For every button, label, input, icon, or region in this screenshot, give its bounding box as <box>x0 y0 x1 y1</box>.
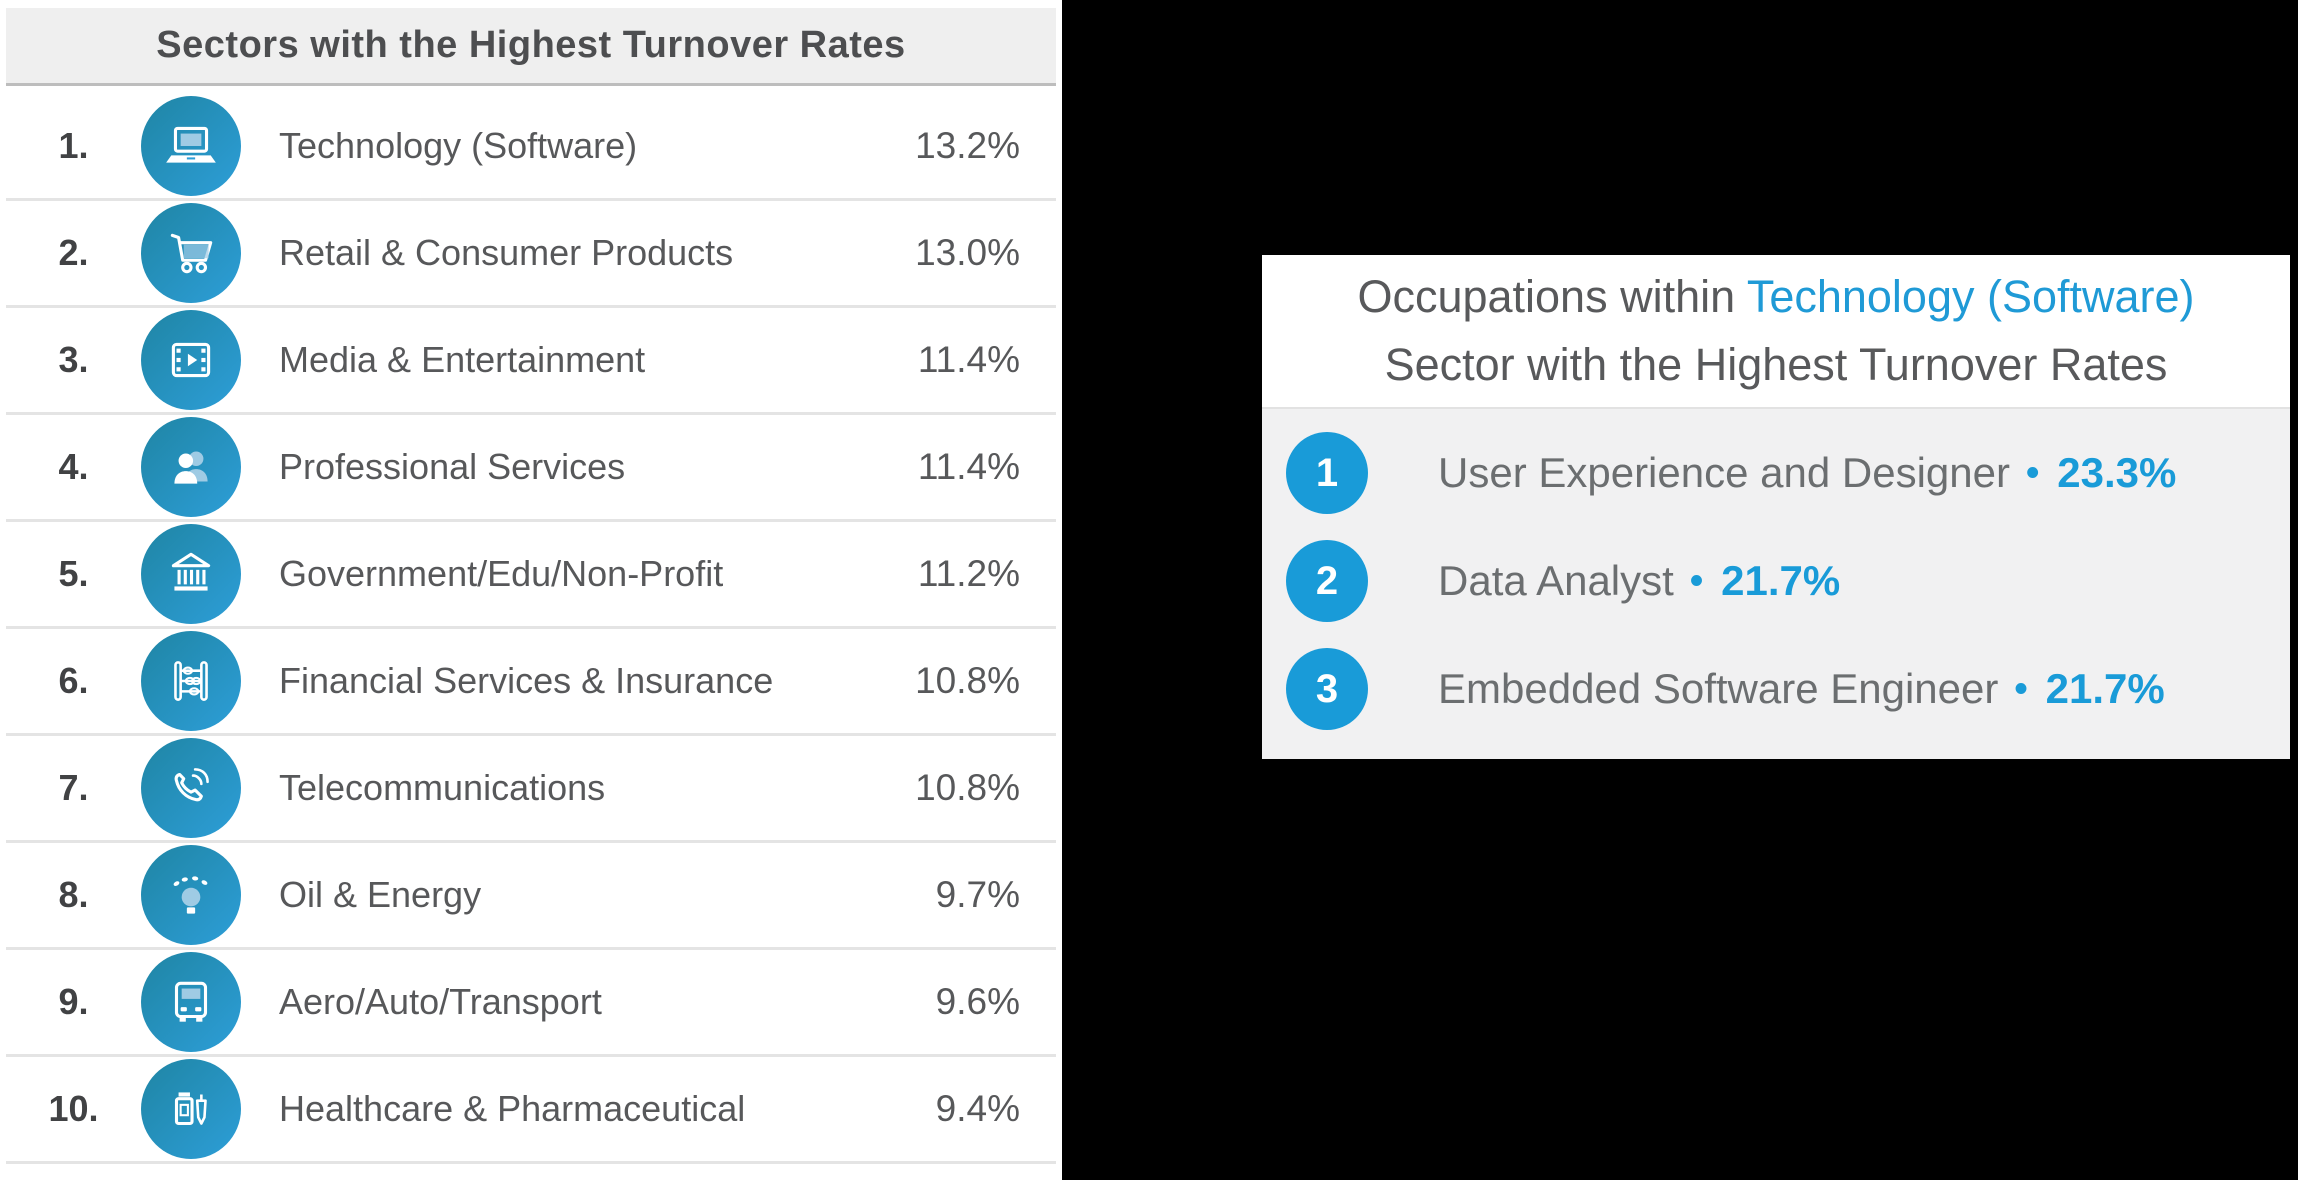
phone-icon <box>141 738 241 838</box>
sector-row-telecom[interactable]: 7. Telecommunications 10.8% <box>6 736 1056 843</box>
rank-label: 6. <box>58 660 89 701</box>
lightbulb-icon <box>141 845 241 945</box>
sector-rate: 9.6% <box>935 981 1020 1022</box>
sector-rate: 9.4% <box>935 1088 1020 1129</box>
bullet-separator: • <box>2014 667 2028 710</box>
sector-rate: 13.0% <box>915 232 1020 273</box>
occupations-title-line2: Sector with the Highest Turnover Rates <box>1384 339 2168 390</box>
occupation-label: Data Analyst <box>1438 557 1674 604</box>
abacus-icon <box>141 631 241 731</box>
rank-label: 5. <box>58 553 89 594</box>
sector-label: Government/Edu/Non-Profit <box>279 553 724 594</box>
rank-label: 7. <box>58 767 89 808</box>
sector-row-oil-energy[interactable]: 8. Oil & Energy 9.7% <box>6 843 1056 950</box>
sector-rate: 10.8% <box>915 767 1020 808</box>
rank-label: 2. <box>58 232 89 273</box>
rank-label: 8. <box>58 874 89 915</box>
rank-badge: 1 <box>1286 432 1368 514</box>
occupations-list: 1 User Experience and Designer • 23.3% 2… <box>1262 409 2290 759</box>
shopping-cart-icon <box>141 203 241 303</box>
occupation-rate: 21.7% <box>2045 665 2165 712</box>
laptop-icon <box>141 96 241 196</box>
rank-label: 4. <box>58 446 89 487</box>
rank-badge: 3 <box>1286 648 1368 730</box>
sector-row-healthcare[interactable]: 10. Healthcare & Pharmaceutical 9.4% <box>6 1057 1056 1164</box>
rank-label: 10. <box>48 1088 99 1129</box>
bullet-separator: • <box>1689 559 1704 602</box>
occupation-row-embedded-engineer: 3 Embedded Software Engineer • 21.7% <box>1262 635 2290 743</box>
rank-badge: 2 <box>1286 540 1368 622</box>
sector-rate: 10.8% <box>915 660 1020 701</box>
film-icon <box>141 310 241 410</box>
sector-label: Oil & Energy <box>279 874 482 915</box>
sector-row-technology[interactable]: 1. Technology (Software) 13.2% <box>6 94 1056 201</box>
pharmacy-icon <box>141 1059 241 1159</box>
sector-rate: 9.7% <box>935 874 1020 915</box>
bus-icon <box>141 952 241 1052</box>
sector-label: Professional Services <box>279 446 626 487</box>
sector-row-financial[interactable]: 6. Financial Services & Insurance 10.8% <box>6 629 1056 736</box>
sector-rate: 11.4% <box>917 446 1020 487</box>
sector-label: Media & Entertainment <box>279 339 646 380</box>
occupations-title-prefix: Occupations within <box>1357 271 1747 322</box>
occupations-title-line1: Occupations within Technology (Software) <box>1357 263 2194 331</box>
rank-label: 9. <box>58 981 89 1022</box>
sectors-panel-title: Sectors with the Highest Turnover Rates <box>6 8 1056 86</box>
occupation-rate: 23.3% <box>2057 449 2177 496</box>
occupations-title-sector-highlight: Technology (Software) <box>1746 271 2195 322</box>
sector-label: Retail & Consumer Products <box>279 232 734 273</box>
occupation-label: Embedded Software Engineer <box>1438 665 1999 712</box>
sector-rate: 11.2% <box>917 553 1020 594</box>
sector-row-professional-services[interactable]: 4. Professional Services 11.4% <box>6 415 1056 522</box>
bullet-separator: • <box>2025 451 2040 494</box>
sectors-panel: Sectors with the Highest Turnover Rates … <box>0 0 1062 1180</box>
occupation-row-ux-designer: 1 User Experience and Designer • 23.3% <box>1262 419 2290 527</box>
occupation-rate: 21.7% <box>1721 557 1841 604</box>
sector-row-government[interactable]: 5. Government/Edu/Non-Profit 11.2% <box>6 522 1056 629</box>
occupation-row-data-analyst: 2 Data Analyst • 21.7% <box>1262 527 2290 635</box>
sector-label: Technology (Software) <box>279 125 638 166</box>
sector-row-media[interactable]: 3. Media & Entertainment 11.4% <box>6 308 1056 415</box>
sector-label: Telecommunications <box>279 767 606 808</box>
occupation-label: User Experience and Designer <box>1438 449 2010 496</box>
occupations-panel: Occupations within Technology (Software)… <box>1262 255 2290 759</box>
rank-label: 1. <box>58 125 89 166</box>
occupations-panel-title: Occupations within Technology (Software)… <box>1262 255 2290 409</box>
sector-rate: 13.2% <box>915 125 1020 166</box>
sector-label: Healthcare & Pharmaceutical <box>279 1088 746 1129</box>
bank-icon <box>141 524 241 624</box>
rank-label: 3. <box>58 339 89 380</box>
sectors-list: 1. Technology (Software) 13.2% 2. <box>6 86 1056 1164</box>
sector-row-retail[interactable]: 2. Retail & Consumer Products 13.0% <box>6 201 1056 308</box>
sector-rate: 11.4% <box>917 339 1020 380</box>
sector-row-transport[interactable]: 9. Aero/Auto/Transport 9.6% <box>6 950 1056 1057</box>
sector-label: Aero/Auto/Transport <box>279 981 602 1022</box>
sector-label: Financial Services & Insurance <box>279 660 774 701</box>
people-icon <box>141 417 241 517</box>
